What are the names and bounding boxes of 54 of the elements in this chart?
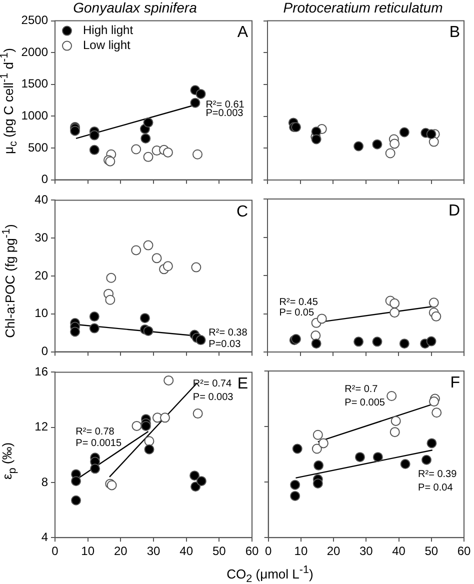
- x-tick-label: 10: [81, 544, 95, 558]
- legend-label: High light: [83, 23, 134, 38]
- y-tick-label: 2000: [21, 44, 48, 59]
- y-tick-label: 12: [34, 420, 48, 434]
- x-axis-title: CO$_{2}$ (μmol L$^{-1}$): [226, 564, 314, 584]
- y-tick-label: 16: [34, 364, 48, 379]
- y-tick-label: 500: [28, 140, 48, 154]
- chart-title: Protoceratium reticulatum: [283, 0, 444, 16]
- annotation: R²= 0.45: [279, 297, 318, 308]
- y-tick-label: 8: [41, 474, 48, 489]
- x-tick-label: 30: [146, 544, 160, 558]
- x-tick-label: 10: [294, 544, 308, 558]
- y-tick-label: 30: [34, 230, 48, 244]
- x-tick-label: 40: [392, 544, 406, 558]
- x-tick-label: 20: [326, 544, 341, 558]
- y-tick-label: 4: [41, 530, 48, 544]
- annotation: E: [237, 376, 248, 393]
- annotation: R²= 0.38: [208, 328, 248, 339]
- annotation: C: [236, 204, 248, 221]
- annotation: R²= 0.7: [344, 384, 378, 396]
- annotation: A: [237, 24, 248, 42]
- y-tick-label: 1500: [21, 76, 48, 91]
- annotation: R²= 0.61: [206, 99, 245, 110]
- annotation: P= 0.05: [279, 308, 314, 319]
- y-tick-label: 10: [34, 306, 48, 320]
- annotation: P= 0.005: [344, 397, 386, 408]
- x-tick-label: 40: [180, 544, 194, 558]
- x-tick-label: 50: [424, 544, 438, 558]
- annotation: R²= 0.74: [192, 378, 232, 390]
- annotation: F: [450, 374, 460, 392]
- y-tick-label: 0: [41, 344, 48, 358]
- annotation: P=0.003: [206, 108, 244, 119]
- legend-label: Low light: [83, 38, 132, 52]
- annotation: P= 0.0015: [76, 438, 122, 450]
- x-tick-label: 60: [457, 544, 471, 558]
- x-tick-label: 20: [114, 544, 128, 558]
- annotation: D: [448, 202, 460, 220]
- x-tick-label: 30: [359, 544, 374, 558]
- annotation: R²= 0.78: [76, 426, 115, 438]
- annotation: P= 0.003: [192, 392, 234, 403]
- x-tick-label: 0: [264, 544, 272, 558]
- y-tick-label: 2500: [21, 13, 48, 28]
- x-tick-label: 60: [245, 544, 259, 558]
- annotation: R²= 0.39: [418, 469, 458, 480]
- x-tick-label: 50: [212, 544, 226, 558]
- annotation: P=0.03: [208, 338, 242, 350]
- chart-title: Gonyaulax spinifera: [73, 0, 198, 16]
- y-tick-label: 1000: [21, 108, 48, 123]
- y-tick-label: 0: [41, 172, 48, 186]
- y-tick-label: 20: [34, 268, 48, 282]
- annotation: B: [449, 24, 460, 42]
- annotation: P= 0.04: [418, 482, 454, 494]
- x-tick-label: 0: [52, 544, 59, 558]
- y-tick-label: 40: [34, 192, 48, 207]
